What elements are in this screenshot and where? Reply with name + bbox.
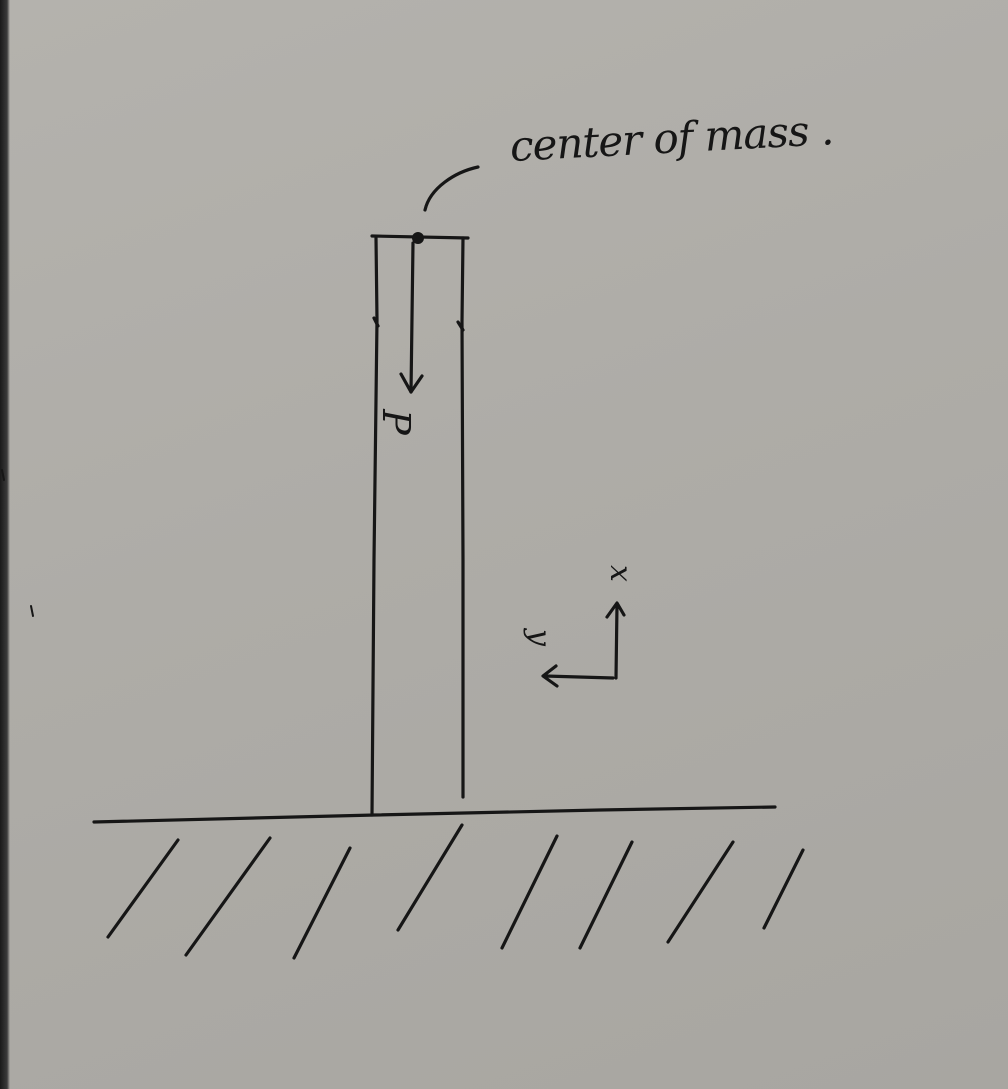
center-of-mass-dot xyxy=(412,232,424,244)
x-axis-label: x xyxy=(602,565,638,582)
ground xyxy=(92,805,805,960)
ground-hatching xyxy=(106,823,805,960)
y-axis-label: y xyxy=(521,629,557,646)
leader-line xyxy=(423,165,480,212)
force-label: P xyxy=(373,409,418,435)
force-arrow xyxy=(399,241,424,394)
column-notch-left xyxy=(372,316,380,328)
ground-line xyxy=(92,805,777,824)
column-notch-right xyxy=(456,320,465,332)
column-left-side xyxy=(370,236,379,817)
axes xyxy=(541,601,626,688)
column xyxy=(370,234,470,817)
photo-edge xyxy=(0,0,10,1089)
x-axis-arrow xyxy=(605,601,626,680)
stray-mark xyxy=(30,605,34,617)
column-right-side xyxy=(460,236,465,799)
y-axis-arrow xyxy=(541,664,615,688)
stray-mark xyxy=(1,469,5,481)
